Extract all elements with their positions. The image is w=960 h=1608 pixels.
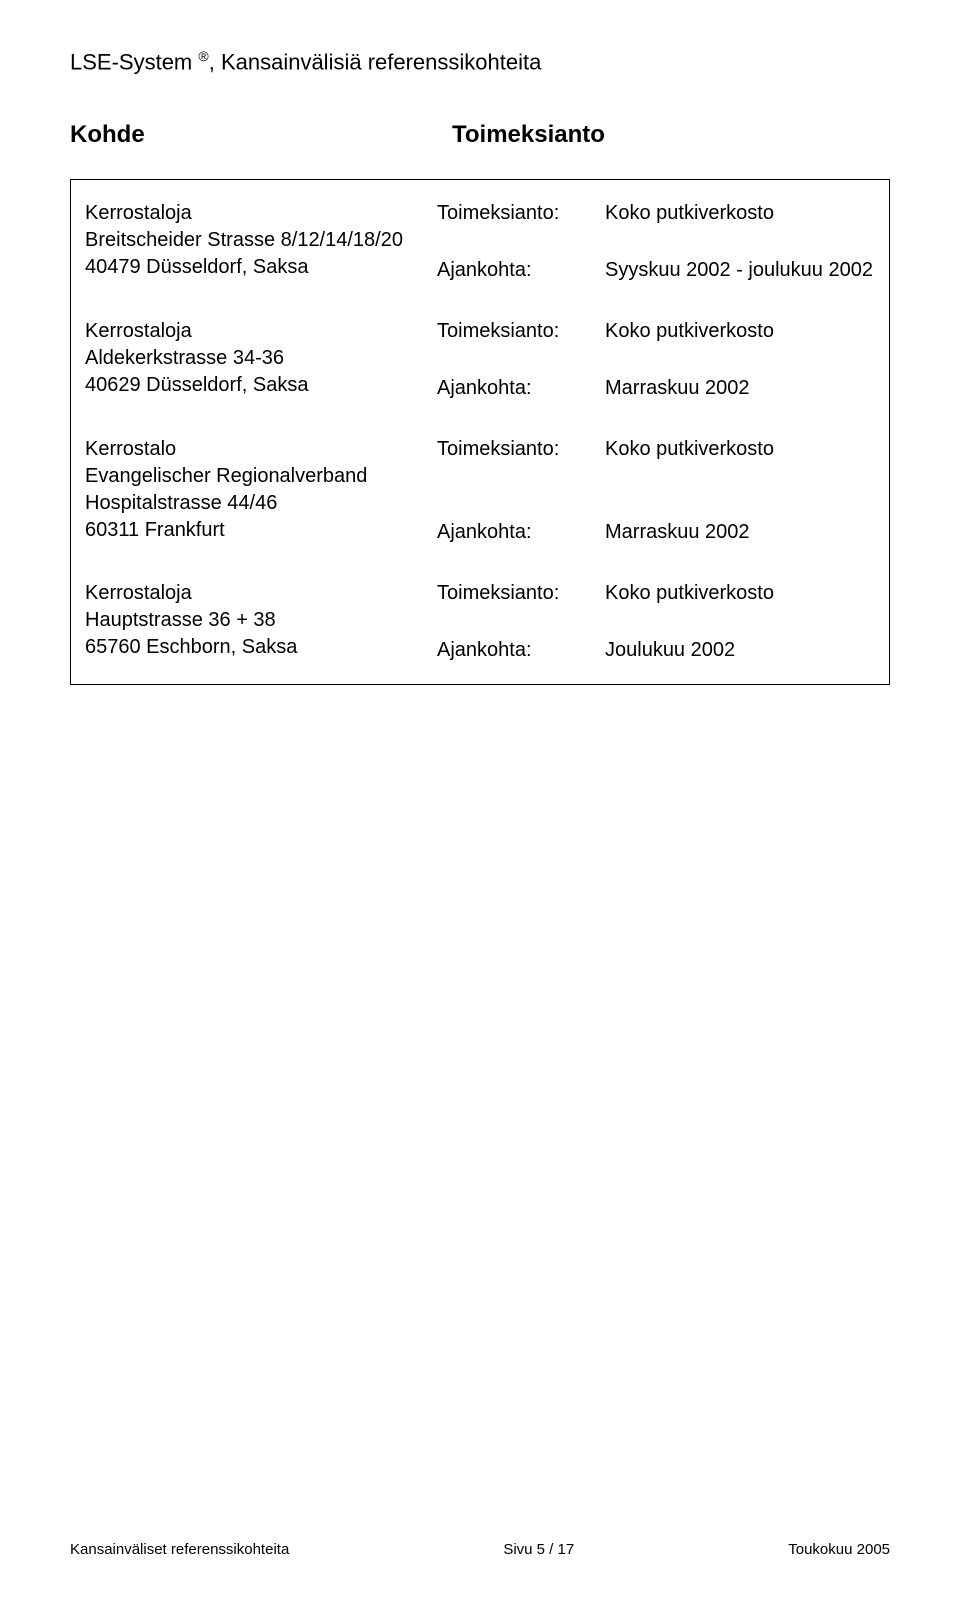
brand-name: LSE-System [70, 49, 192, 74]
entry: Kerrostaloja Hauptstrasse 36 + 38 65760 … [85, 580, 875, 664]
task-row: Toimeksianto: Koko putkiverkosto [437, 580, 875, 607]
entry-right: Toimeksianto: Koko putkiverkosto Ajankoh… [437, 318, 875, 402]
registered-symbol: ® [198, 48, 208, 64]
time-row: Ajankohta: Marraskuu 2002 [437, 375, 875, 402]
entry-addr2: 65760 Eschborn, Saksa [85, 634, 437, 661]
time-label: Ajankohta: [437, 375, 605, 402]
entry-left: Kerrostaloja Aldekerkstrasse 34-36 40629… [85, 318, 437, 402]
time-value: Joulukuu 2002 [605, 637, 875, 664]
entry-addr2: Hospitalstrasse 44/46 [85, 490, 437, 517]
page: LSE-System ®, Kansainvälisiä referenssik… [0, 0, 960, 1608]
time-label: Ajankohta: [437, 257, 605, 284]
entry-addr2: 40479 Düsseldorf, Saksa [85, 254, 437, 281]
spacer [85, 292, 875, 318]
entry-addr1: Hauptstrasse 36 + 38 [85, 607, 437, 634]
time-row: Ajankohta: Syyskuu 2002 - joulukuu 2002 [437, 257, 875, 284]
page-footer: Kansainväliset referenssikohteita Sivu 5… [70, 1541, 890, 1558]
entry-name: Kerrostaloja [85, 200, 437, 227]
footer-left: Kansainväliset referenssikohteita [70, 1541, 289, 1558]
task-label: Toimeksianto: [437, 580, 605, 607]
entry-addr1: Evangelischer Regionalverband [85, 463, 437, 490]
task-value: Koko putkiverkosto [605, 200, 875, 227]
time-value: Marraskuu 2002 [605, 375, 875, 402]
entry: Kerrostalo Evangelischer Regionalverband… [85, 436, 875, 546]
task-label: Toimeksianto: [437, 436, 605, 463]
entry-addr3: 60311 Frankfurt [85, 517, 437, 544]
entry: Kerrostaloja Breitscheider Strasse 8/12/… [85, 200, 875, 284]
entry-addr1: Aldekerkstrasse 34-36 [85, 345, 437, 372]
task-row: Toimeksianto: Koko putkiverkosto [437, 318, 875, 345]
task-row: Toimeksianto: Koko putkiverkosto [437, 200, 875, 227]
column-header-right: Toimeksianto [452, 121, 605, 149]
footer-center: Sivu 5 / 17 [503, 1541, 574, 1558]
entry-addr1: Breitscheider Strasse 8/12/14/18/20 [85, 227, 437, 254]
entries-box: Kerrostaloja Breitscheider Strasse 8/12/… [70, 179, 890, 685]
footer-right: Toukokuu 2005 [788, 1541, 890, 1558]
entry-left: Kerrostaloja Breitscheider Strasse 8/12/… [85, 200, 437, 284]
entry-right: Toimeksianto: Koko putkiverkosto Ajankoh… [437, 580, 875, 664]
column-header-left: Kohde [70, 121, 440, 149]
spacer [437, 227, 875, 257]
task-row: Toimeksianto: Koko putkiverkosto [437, 436, 875, 463]
task-label: Toimeksianto: [437, 200, 605, 227]
task-value: Koko putkiverkosto [605, 580, 875, 607]
entry-right: Toimeksianto: Koko putkiverkosto Ajankoh… [437, 436, 875, 546]
document-header: LSE-System ®, Kansainvälisiä referenssik… [70, 48, 890, 75]
header-suffix: , Kansainvälisiä referenssikohteita [209, 49, 542, 74]
spacer [85, 554, 875, 580]
entry-right: Toimeksianto: Koko putkiverkosto Ajankoh… [437, 200, 875, 284]
entry-name: Kerrostaloja [85, 580, 437, 607]
spacer [437, 345, 875, 375]
entry-name: Kerrostaloja [85, 318, 437, 345]
spacer [437, 607, 875, 637]
time-value: Syyskuu 2002 - joulukuu 2002 [605, 257, 875, 284]
spacer [85, 410, 875, 436]
spacer [437, 463, 875, 519]
time-label: Ajankohta: [437, 637, 605, 664]
time-row: Ajankohta: Joulukuu 2002 [437, 637, 875, 664]
task-value: Koko putkiverkosto [605, 436, 875, 463]
column-headers: Kohde Toimeksianto [70, 121, 890, 149]
task-label: Toimeksianto: [437, 318, 605, 345]
time-label: Ajankohta: [437, 519, 605, 546]
entry-left: Kerrostaloja Hauptstrasse 36 + 38 65760 … [85, 580, 437, 664]
time-row: Ajankohta: Marraskuu 2002 [437, 519, 875, 546]
task-value: Koko putkiverkosto [605, 318, 875, 345]
entry-name: Kerrostalo [85, 436, 437, 463]
entry-addr2: 40629 Düsseldorf, Saksa [85, 372, 437, 399]
entry: Kerrostaloja Aldekerkstrasse 34-36 40629… [85, 318, 875, 402]
time-value: Marraskuu 2002 [605, 519, 875, 546]
entry-left: Kerrostalo Evangelischer Regionalverband… [85, 436, 437, 546]
